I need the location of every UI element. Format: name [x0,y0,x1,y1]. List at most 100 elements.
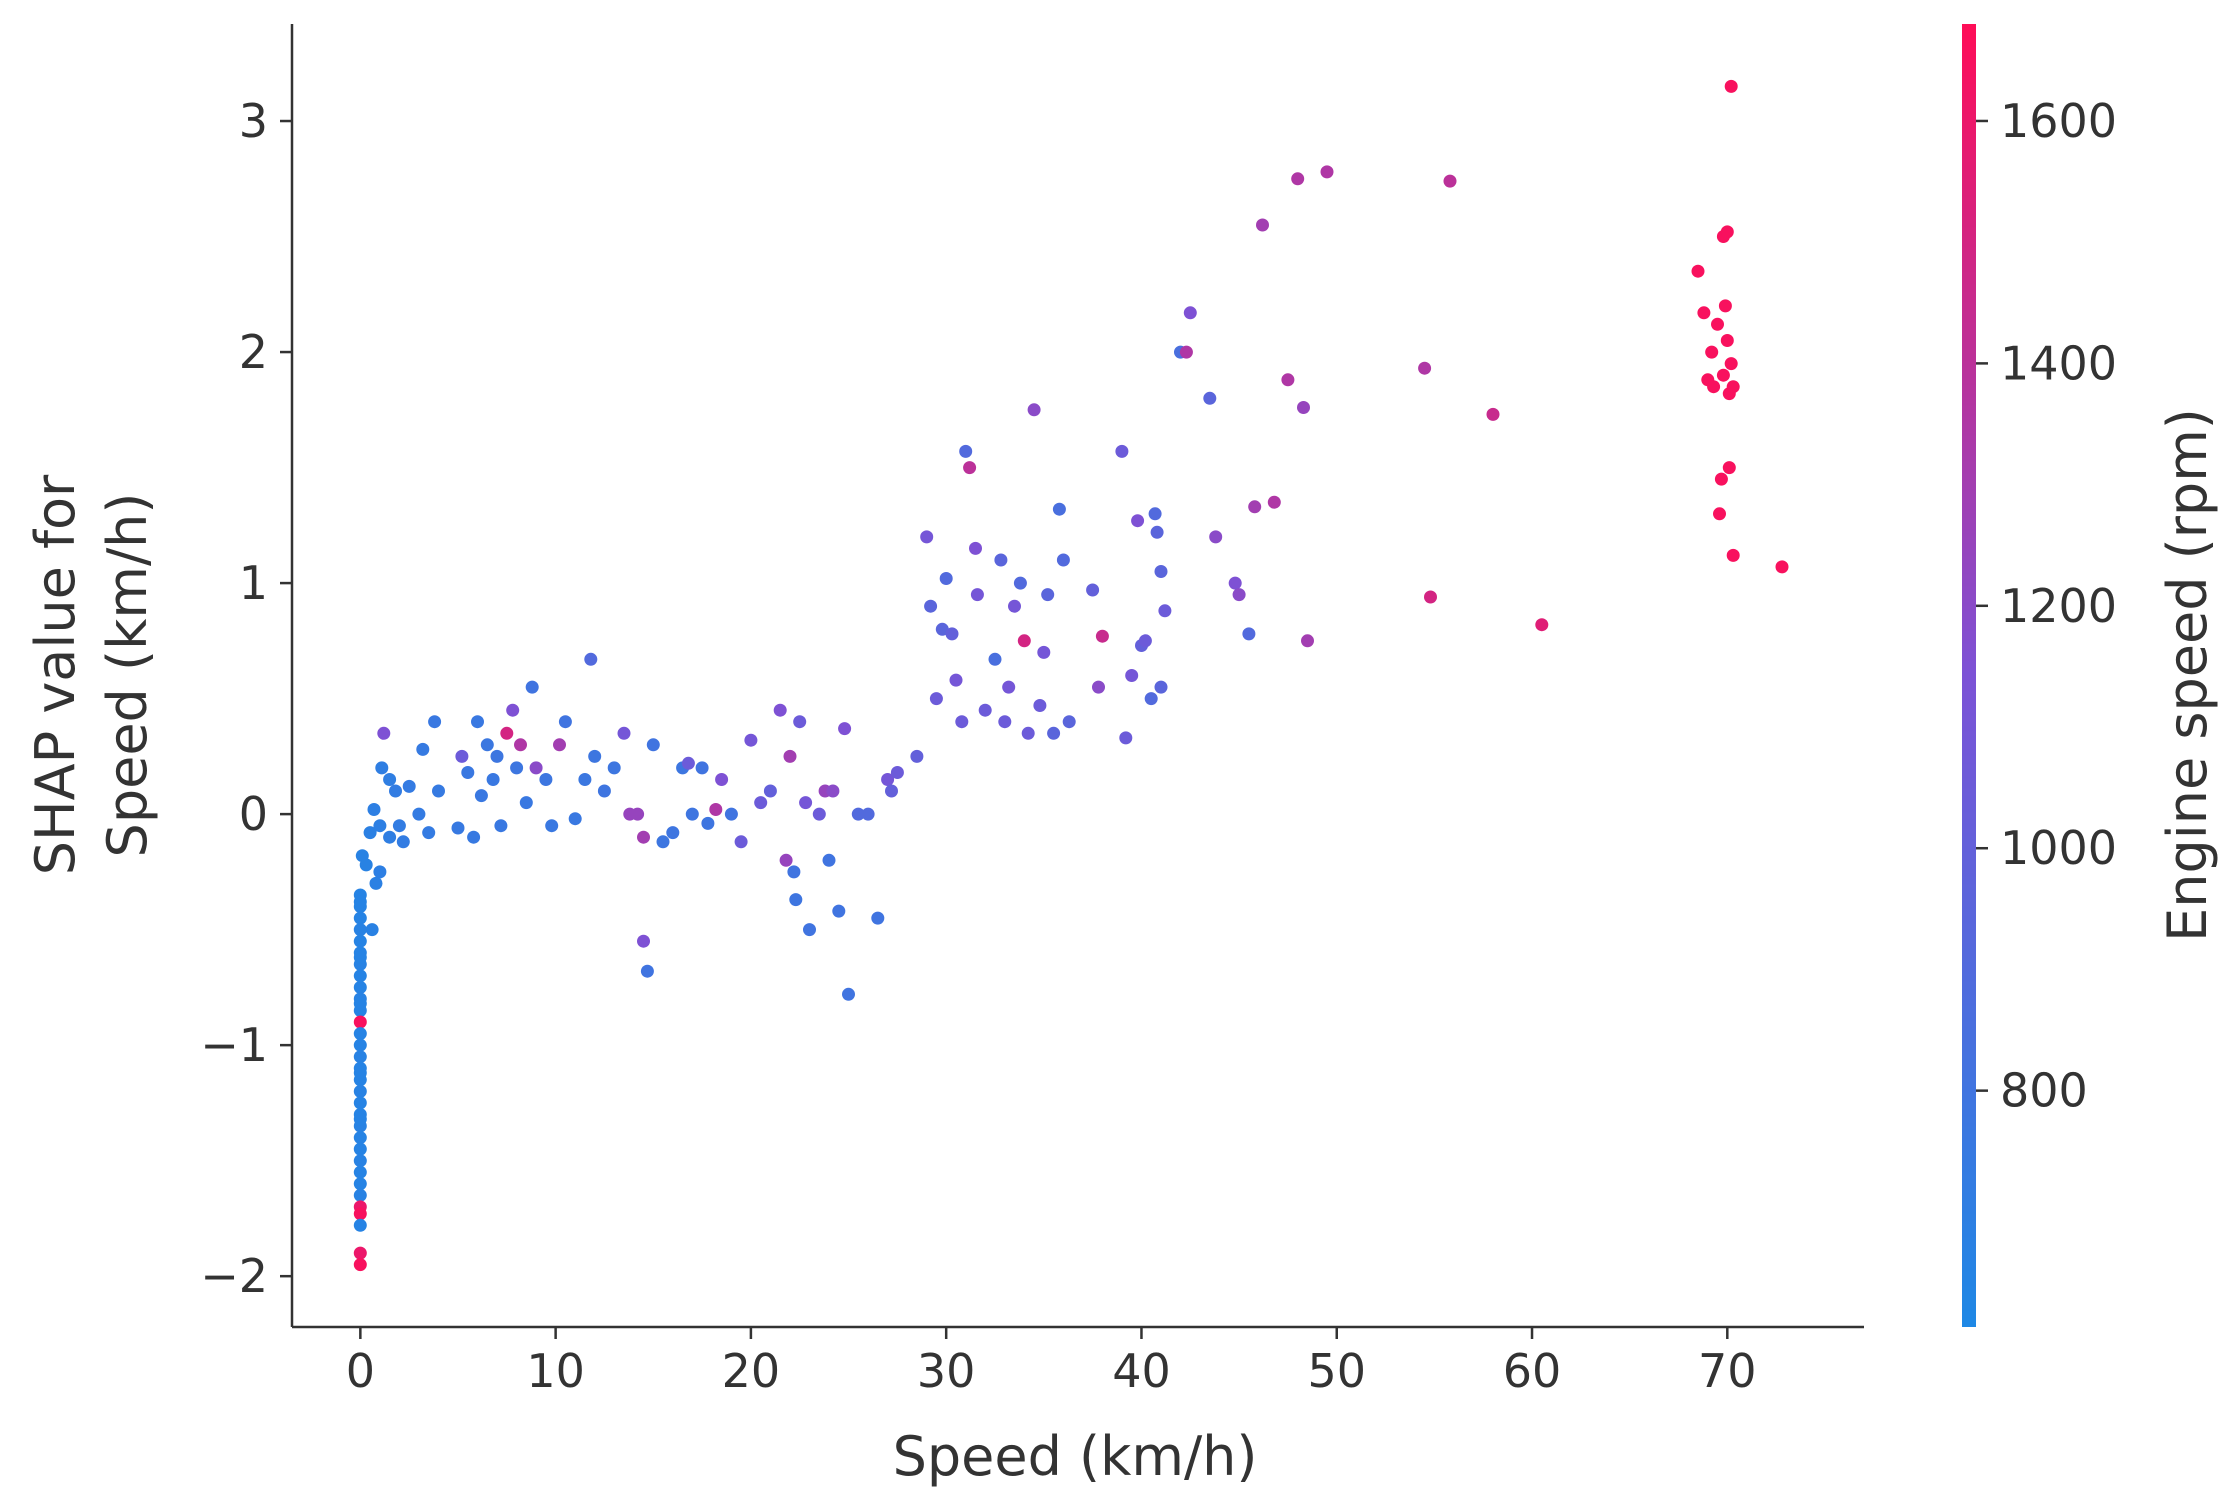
data-point [363,826,377,840]
data-point [353,1246,367,1260]
colorbar [1962,24,1976,1327]
data-point [474,789,488,803]
data-point [701,816,715,830]
data-point [525,680,539,694]
data-point [480,738,494,752]
data-point [461,766,475,779]
data-point [1092,680,1105,694]
x-ticks: 0 10 20 30 40 50 60 70 [346,1327,1757,1398]
data-point [1228,576,1242,590]
data-point [373,865,387,879]
data-point [539,773,553,786]
data-point [353,997,367,1011]
data-point [353,934,367,948]
data-point [490,749,504,763]
data-point [1291,172,1305,186]
data-point [1041,588,1055,602]
data-point [373,819,387,833]
data-point [793,715,807,729]
data-point [514,738,527,752]
data-point [744,733,758,747]
data-point [1424,590,1437,604]
data-point [871,911,885,925]
data-point [799,796,813,810]
data-point [890,766,904,779]
data-point [949,673,963,687]
data-point [383,830,397,844]
data-point [939,572,953,585]
data-point [1125,669,1139,682]
data-point [1697,306,1711,320]
y-tick-label: 3 [239,94,268,148]
data-point [1486,407,1500,421]
data-point [1119,731,1133,745]
data-point [402,779,416,793]
data-point [998,715,1012,729]
data-point [467,830,481,844]
data-point [1281,373,1295,387]
data-point [471,715,484,729]
data-point [969,541,982,555]
data-point [1148,507,1162,521]
data-point [422,826,436,840]
data-point [1021,726,1035,740]
y-axis-label-line-2: Speed (km/h) [96,493,159,858]
data-point [392,819,406,833]
data-point [1144,692,1158,706]
data-point [396,835,410,849]
data-point [1131,514,1145,528]
data-point [455,749,469,763]
data-point [353,1084,367,1098]
data-point [1017,634,1031,648]
data-point [1726,548,1740,562]
data-point [1027,403,1041,417]
data-point [838,722,852,736]
y-axis-label-line-1: SHAP value for [24,474,87,875]
data-point [1008,599,1021,613]
data-point [1150,525,1164,539]
data-point [724,807,738,821]
data-point [353,1177,367,1191]
data-point [963,461,977,475]
data-point [1203,391,1217,405]
data-point [1711,317,1724,331]
data-point [383,773,397,786]
data-point [822,853,836,867]
data-point [365,923,379,937]
data-point [359,858,373,872]
x-tick-label: 0 [346,1344,375,1398]
data-point [988,652,1002,666]
data-point [1013,576,1027,590]
data-point [1062,715,1076,729]
y-ticks: −2 −1 0 1 2 3 [200,94,292,1303]
data-point [617,726,631,740]
data-point [375,761,389,775]
data-point [353,1015,367,1029]
data-point [734,835,748,849]
data-point [695,761,709,775]
data-point [412,807,426,821]
data-point [1724,79,1738,93]
x-tick-label: 60 [1503,1344,1562,1398]
data-point [779,853,793,867]
data-point [432,784,445,798]
y-tick-label: −2 [200,1249,268,1303]
data-point [1256,218,1269,232]
data-point [588,749,602,763]
data-point [1301,634,1314,648]
scatter-points [353,79,1789,1272]
data-point [353,1112,367,1126]
data-point [978,703,992,717]
data-point [584,652,598,666]
y-tick-label: 1 [239,556,268,610]
data-point [1705,345,1719,359]
data-point [1722,461,1736,475]
data-point [1297,401,1310,414]
data-point [367,803,381,816]
data-point [1002,680,1016,694]
data-point [377,726,391,740]
data-point [646,738,660,752]
data-point [1037,645,1051,659]
